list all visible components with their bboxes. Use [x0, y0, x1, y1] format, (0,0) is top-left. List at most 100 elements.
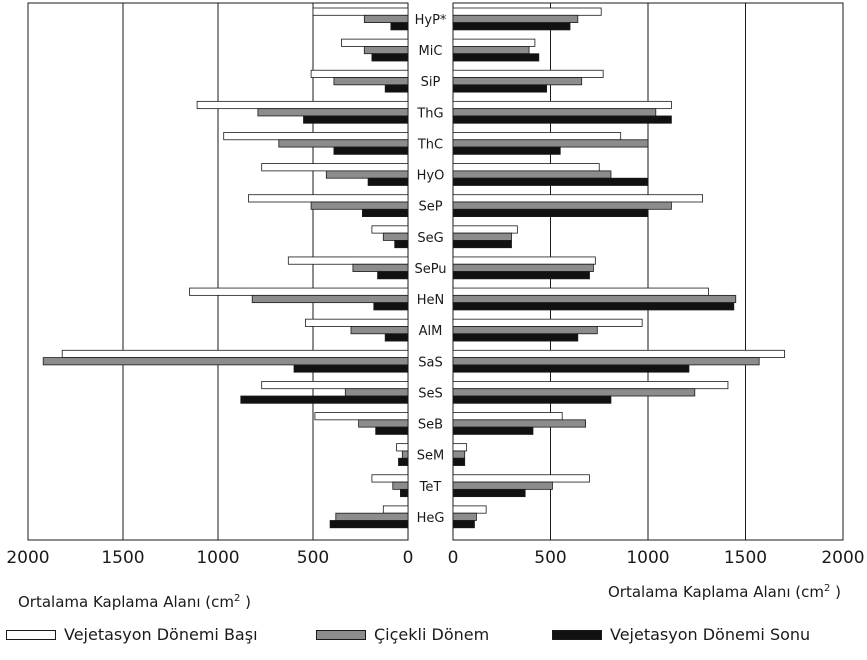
- category-label: ThG: [416, 106, 443, 121]
- right-tick-label: 1000: [626, 548, 669, 568]
- bar-left: [304, 318, 409, 327]
- bar-left: [361, 208, 409, 218]
- bar-left: [278, 139, 409, 148]
- bar-left: [257, 108, 409, 117]
- category-label: SaS: [418, 355, 442, 370]
- bar-left: [329, 520, 409, 529]
- bar-right: [452, 381, 729, 390]
- bar-right: [452, 53, 540, 62]
- right-axis-label: Ortalama Kaplama Alanı (cm2 ): [608, 583, 841, 601]
- bar-left: [287, 256, 409, 265]
- left-tick-label: 500: [297, 548, 329, 568]
- category-label: TeT: [419, 480, 442, 495]
- bar-left: [261, 381, 409, 390]
- bar-left: [371, 53, 409, 62]
- category-label: SePu: [414, 262, 446, 277]
- category-label: SeP: [418, 200, 442, 215]
- bar-right: [452, 146, 561, 155]
- bar-left: [261, 163, 409, 172]
- bar-left: [42, 357, 409, 366]
- bar-right: [452, 457, 466, 466]
- bar-right: [452, 287, 709, 296]
- bar-left: [310, 201, 409, 210]
- bar-right: [452, 163, 600, 172]
- bar-right: [452, 208, 649, 218]
- bar-right: [452, 488, 526, 498]
- category-label: HyO: [417, 169, 445, 184]
- bar-left: [312, 7, 409, 16]
- bar-left: [333, 77, 409, 86]
- bar-right: [452, 364, 690, 373]
- bar-right: [452, 512, 477, 521]
- legend-item-end: Vejetasyon Dönemi Sonu: [552, 625, 810, 644]
- bar-right: [452, 256, 596, 265]
- legend: Vejetasyon Dönemi Başı Çiçekli Dönem Vej…: [6, 625, 866, 649]
- bar-left: [333, 146, 409, 155]
- bar-left: [363, 46, 409, 55]
- bar-right: [452, 108, 657, 117]
- bar-right: [452, 263, 594, 272]
- bar-left: [392, 481, 409, 490]
- bar-right: [452, 443, 468, 452]
- bar-left: [189, 287, 409, 296]
- left-tick-label: 1000: [196, 548, 239, 568]
- bar-right: [452, 100, 672, 110]
- bar-left: [371, 225, 409, 234]
- bar-left: [367, 177, 409, 186]
- bar-left: [371, 474, 409, 483]
- bar-right: [452, 84, 547, 93]
- bar-left: [377, 271, 409, 280]
- right-tick-label: 500: [534, 548, 566, 568]
- bar-right: [452, 419, 587, 428]
- bar-left: [384, 333, 409, 342]
- bar-left: [382, 505, 409, 514]
- bar-right: [452, 412, 563, 421]
- bar-left: [310, 69, 409, 78]
- bar-right: [452, 177, 649, 186]
- bar-right: [452, 426, 534, 435]
- category-label: SeS: [418, 386, 443, 401]
- category-label: ThC: [417, 137, 443, 152]
- bar-left: [293, 364, 409, 373]
- bar-left: [341, 38, 409, 47]
- bar-right: [452, 450, 466, 459]
- bar-right: [452, 225, 518, 234]
- bar-right: [452, 271, 590, 280]
- bar-right: [452, 318, 643, 327]
- legend-swatch-start: [6, 629, 56, 640]
- bar-left: [358, 419, 409, 428]
- bar-left: [384, 84, 409, 93]
- legend-label-end: Vejetasyon Dönemi Sonu: [610, 625, 811, 644]
- bar-left: [247, 194, 409, 203]
- bar-right: [452, 474, 590, 483]
- bar-left: [398, 457, 409, 466]
- legend-label-flowering: Çiçekli Dönem: [374, 625, 490, 644]
- bar-right: [452, 240, 512, 249]
- bar-left: [61, 349, 409, 358]
- bar-left: [240, 395, 409, 404]
- bar-left: [350, 326, 409, 335]
- bar-left: [399, 488, 409, 498]
- bar-left: [314, 412, 409, 421]
- bar-right: [452, 170, 612, 179]
- left-tick-label: 1500: [101, 548, 144, 568]
- bar-right: [452, 302, 735, 311]
- left-tick-label: 2000: [6, 548, 49, 568]
- bar-right: [452, 388, 696, 397]
- category-label: HyP*: [415, 13, 447, 28]
- category-label: SeM: [417, 449, 444, 464]
- right-tick-label: 2000: [821, 548, 864, 568]
- bar-left: [303, 115, 409, 124]
- bar-left: [335, 512, 409, 521]
- bar-right: [452, 38, 536, 47]
- bar-right: [452, 7, 602, 16]
- bar-left: [344, 388, 409, 397]
- legend-item-start: Vejetasyon Dönemi Başı: [6, 625, 258, 644]
- legend-item-flowering: Çiçekli Dönem: [316, 625, 489, 644]
- legend-swatch-end: [552, 629, 602, 640]
- bar-right: [452, 46, 530, 55]
- bar-right: [452, 481, 553, 490]
- bar-right: [452, 77, 583, 86]
- bar-right: [452, 232, 512, 241]
- bar-right: [452, 505, 487, 514]
